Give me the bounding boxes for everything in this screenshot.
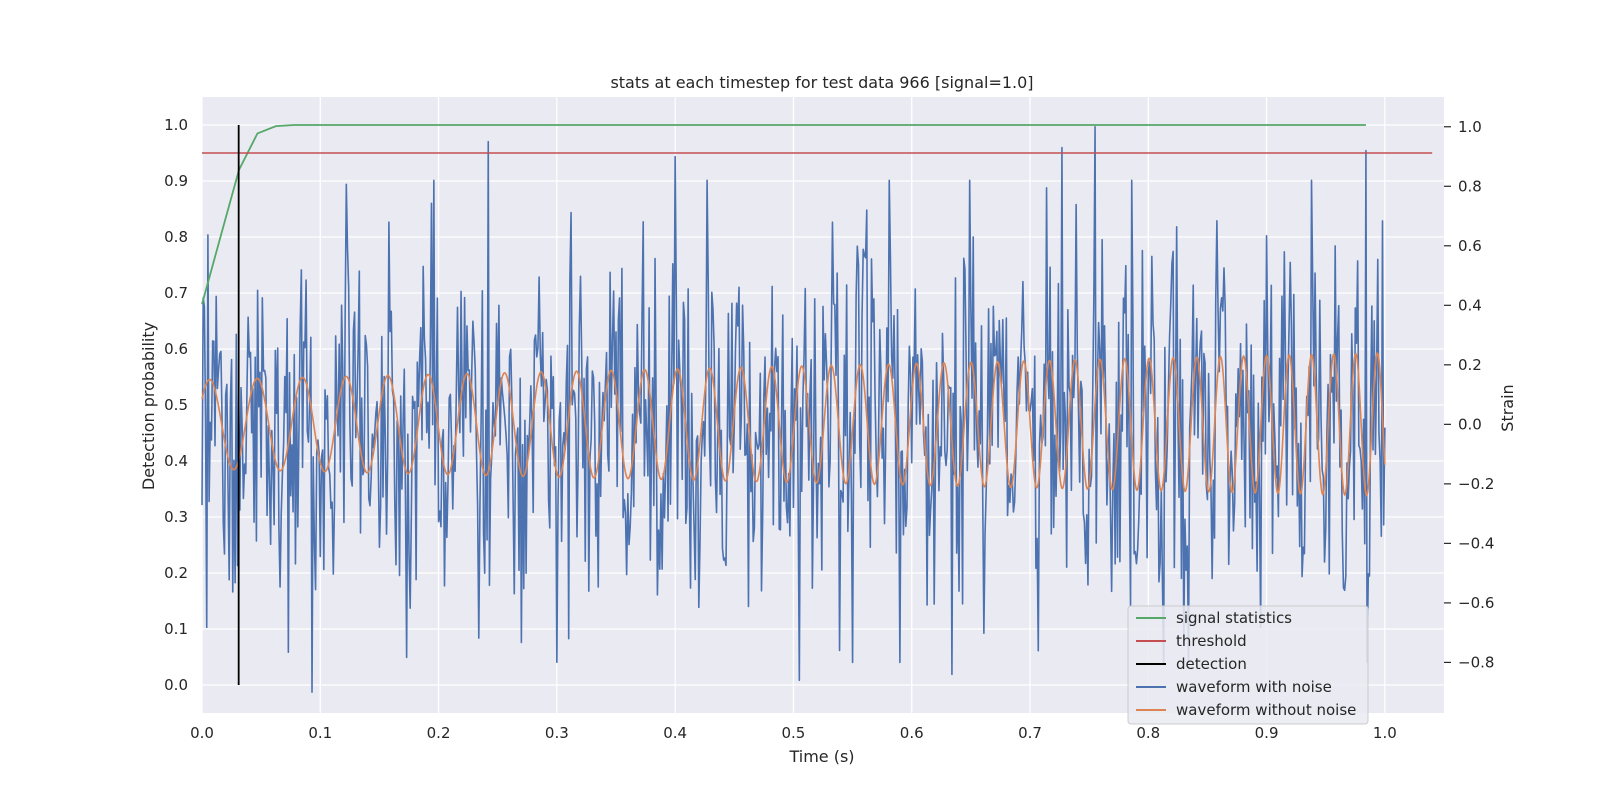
legend-label-waveform-with-noise: waveform with noise: [1176, 678, 1332, 696]
axes-layer: 0.0 0.1 0.2 0.3 0.4 0.5 0.6 0.7 0.8 0.9 1.0 0.0 0.1 0…: [164, 116, 1494, 742]
y-right-tick-label: 0.2: [1458, 356, 1482, 374]
y-tick-label: 0.6: [164, 340, 188, 358]
legend-label-signal-statistics: signal statistics: [1176, 609, 1292, 627]
x-tick-label: 0.4: [663, 724, 687, 742]
x-tick-label: 0.5: [781, 724, 805, 742]
legend-label-waveform-without-noise: waveform without noise: [1176, 701, 1356, 719]
y-right-tick-label: 0.0: [1458, 415, 1482, 433]
legend-label-detection: detection: [1176, 655, 1247, 673]
legend-box: [1127, 605, 1369, 725]
y-axis-label: Detection probability: [139, 322, 158, 490]
y-tick-label: 0.1: [164, 620, 188, 638]
waveform-with-noise-line: [201, 125, 1386, 693]
y-tick-label: 0.8: [164, 228, 188, 246]
y-right-tick-label: −0.2: [1458, 475, 1494, 493]
y-right-tick-label: −0.6: [1458, 594, 1494, 612]
waveform-without-noise-line: [201, 352, 1386, 497]
y-tick-label: 1.0: [164, 116, 188, 134]
x-tick-label: 0.2: [427, 724, 451, 742]
y-tick-label: 0.0: [164, 676, 188, 694]
y-tick-label: 0.5: [164, 396, 188, 414]
signal-statistics-line: [201, 124, 1366, 305]
y-axis-right-label: Strain: [1498, 384, 1517, 431]
x-tick-label: 0.3: [545, 724, 569, 742]
series-layer: [201, 124, 1433, 693]
y-right-tick-label: −0.8: [1458, 653, 1494, 671]
y-right-tick-label: 0.4: [1458, 296, 1482, 314]
y-right-tick-label: −0.4: [1458, 534, 1494, 552]
y-tick-label: 0.2: [164, 564, 188, 582]
y-tick-label: 0.3: [164, 508, 188, 526]
x-tick-label: 0.7: [1018, 724, 1042, 742]
x-tick-label: 0.6: [900, 724, 924, 742]
legend: signal statistics threshold detection wa…: [1127, 605, 1369, 725]
y-tick-label: 0.7: [164, 284, 188, 302]
y-tick-label: 0.9: [164, 172, 188, 190]
y-right-tick-label: 1.0: [1458, 118, 1482, 136]
legend-label-threshold: threshold: [1176, 632, 1247, 650]
x-tick-label: 0.8: [1136, 724, 1160, 742]
x-tick-label: 1.0: [1373, 724, 1397, 742]
y-right-tick-label: 0.6: [1458, 237, 1482, 255]
y-right-tick-label: 0.8: [1458, 177, 1482, 195]
y-tick-label: 0.4: [164, 452, 188, 470]
x-tick-label: 0.1: [308, 724, 332, 742]
x-tick-label: 0.0: [190, 724, 214, 742]
x-tick-label: 0.9: [1255, 724, 1279, 742]
chart-title: stats at each timestep for test data 966…: [610, 73, 1033, 92]
x-axis-label: Time (s): [788, 747, 854, 766]
